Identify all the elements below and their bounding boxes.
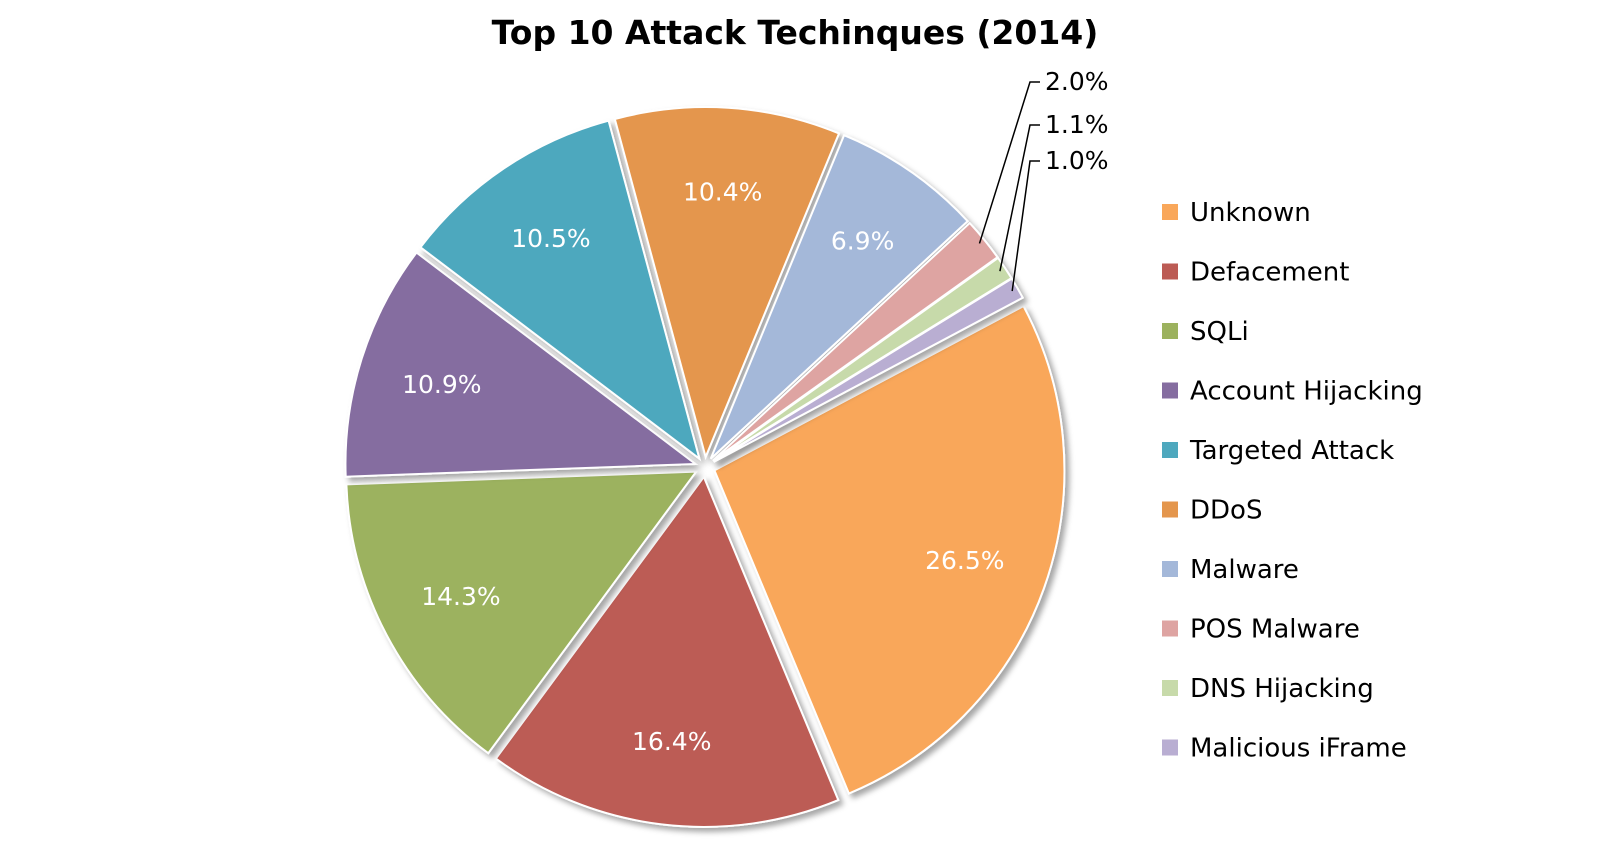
legend-label-sqli: SQLi xyxy=(1190,317,1249,347)
legend-item-malware: Malware xyxy=(1162,555,1299,585)
pie-slices xyxy=(344,106,1066,828)
legend-item-dns-hijacking: DNS Hijacking xyxy=(1162,674,1374,704)
legend-label-defacement: Defacement xyxy=(1190,258,1349,288)
pie-slice-sqli xyxy=(345,470,699,755)
legend-item-malicious-iframe: Malicious iFrame xyxy=(1162,734,1407,764)
legend-item-defacement: Defacement xyxy=(1162,258,1349,288)
legend-swatch-defacement xyxy=(1162,263,1178,280)
pie-slice-malware xyxy=(709,133,970,460)
legend-item-account-hijacking: Account Hijacking xyxy=(1162,377,1423,407)
legend-swatch-targeted-attack xyxy=(1162,442,1178,458)
data-label-malicious-iframe: 1.0% xyxy=(1045,146,1109,175)
data-label-unknown: 26.5% xyxy=(925,546,1004,575)
data-label-sqli: 14.3% xyxy=(421,582,500,611)
legend-swatch-dns-hijacking xyxy=(1162,680,1178,696)
legend-label-pos-malware: POS Malware xyxy=(1190,615,1360,645)
data-label-defacement: 16.4% xyxy=(632,727,711,756)
pie-slice-unknown xyxy=(713,304,1066,795)
legend-swatch-pos-malware xyxy=(1162,620,1178,637)
pie-slice-malicious-iframe xyxy=(713,277,1025,463)
legend-label-targeted-attack: Targeted Attack xyxy=(1189,436,1394,466)
legend-label-ddos: DDoS xyxy=(1190,496,1262,526)
legend-item-pos-malware: POS Malware xyxy=(1162,615,1360,645)
data-label-targeted-attack: 10.5% xyxy=(511,224,590,253)
legend-swatch-account-hijacking xyxy=(1162,382,1178,399)
leader-line-malicious-iframe xyxy=(1011,160,1040,292)
legend-item-unknown: Unknown xyxy=(1162,198,1311,228)
pie-slice-ddos xyxy=(613,106,841,461)
legend-label-malicious-iframe: Malicious iFrame xyxy=(1190,734,1407,764)
pie-slice-account-hijacking xyxy=(344,251,699,478)
chart-title: Top 10 Attack Techinques (2014) xyxy=(492,13,1099,52)
legend-label-dns-hijacking: DNS Hijacking xyxy=(1190,674,1374,704)
data-label-malware: 6.9% xyxy=(831,226,895,255)
legend-item-ddos: DDoS xyxy=(1162,496,1262,526)
legend-label-account-hijacking: Account Hijacking xyxy=(1190,377,1423,407)
pie-slice-defacement xyxy=(494,474,840,828)
data-label-pos-malware: 2.0% xyxy=(1045,67,1109,96)
legend-item-targeted-attack: Targeted Attack xyxy=(1162,436,1394,466)
legend: Unknown Defacement SQLi Account Hijacking Ta… xyxy=(1162,198,1423,764)
data-label-account-hijacking: 10.9% xyxy=(402,370,481,399)
legend-item-sqli: SQLi xyxy=(1162,317,1249,347)
leader-line-pos-malware xyxy=(978,81,1040,244)
legend-label-malware: Malware xyxy=(1190,555,1299,585)
legend-swatch-sqli xyxy=(1162,323,1178,339)
leader-line-dns-hijacking xyxy=(999,124,1040,272)
data-label-ddos: 10.4% xyxy=(683,178,762,207)
legend-swatch-malicious-iframe xyxy=(1162,739,1178,756)
legend-swatch-malware xyxy=(1162,561,1178,577)
legend-swatch-ddos xyxy=(1162,501,1178,518)
slice-labels: 26.5% 16.4% 14.3% 10.9% 10.5% 10.4% 6.9% 2.0% 1.… xyxy=(402,67,1108,756)
data-label-dns-hijacking: 1.1% xyxy=(1045,110,1109,139)
legend-swatch-unknown xyxy=(1162,204,1178,220)
pie-slice-targeted-attack xyxy=(419,119,702,462)
legend-label-unknown: Unknown xyxy=(1190,198,1311,228)
